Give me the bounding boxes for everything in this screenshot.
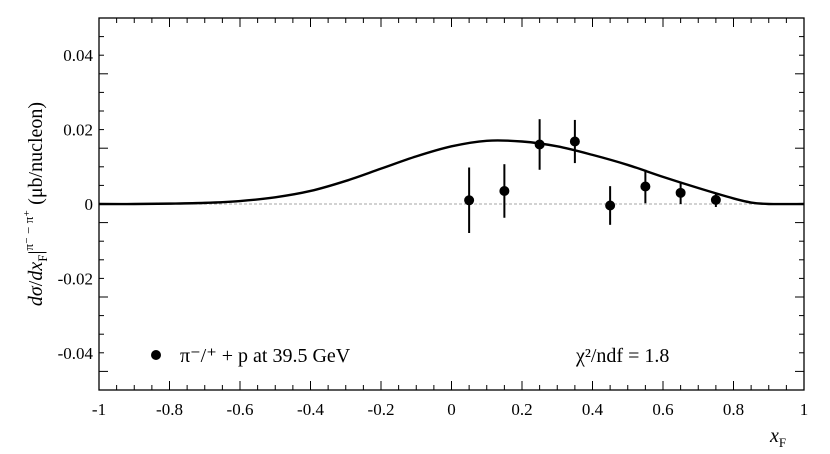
model-curve [98,139,805,206]
y-tick-label: -0.04 [58,344,94,363]
x-tick-label: -0.4 [297,400,324,419]
data-point [499,185,510,196]
x-tick-label: 0 [447,400,456,419]
tick-labels: -1 -0.8 -0.6 -0.4 -0.2 0 0.2 0.4 0.6 0.8 1 -0.04 -0.… [58,46,809,419]
x-tick-label: 0.6 [652,400,673,419]
data-point [569,136,580,147]
x-axis-title: xF [769,425,786,450]
y-tick-label: 0 [85,195,94,214]
ticks [98,17,805,391]
y-tick-label: 0.02 [63,121,93,140]
data-point [464,195,475,206]
x-tick-label: -0.2 [368,400,395,419]
x-tick-label: 0.2 [511,400,532,419]
data-point [710,194,721,205]
legend-marker [151,350,161,360]
data-point [534,139,545,150]
x-tick-label: -0.6 [227,400,254,419]
legend: π⁻/⁺ + p at 39.5 GeV [151,345,351,367]
chi2-annotation: χ²/ndf = 1.8 [575,345,669,367]
x-tick-label: 1 [800,400,809,419]
x-tick-label: 0.8 [723,400,744,419]
data-point [640,181,651,192]
x-tick-label: 0.4 [582,400,604,419]
y-axis-title: dσ/dxF|π⁻ − π⁺ (μb/nucleon) [21,102,50,306]
data-point [605,200,616,211]
legend-label: π⁻/⁺ + p at 39.5 GeV [180,345,351,367]
y-tick-label: 0.04 [63,46,93,65]
data-point [675,187,686,198]
data-points [464,119,721,234]
x-tick-label: -1 [92,400,106,419]
y-tick-label: -0.02 [58,269,93,288]
x-tick-label: -0.8 [156,400,183,419]
